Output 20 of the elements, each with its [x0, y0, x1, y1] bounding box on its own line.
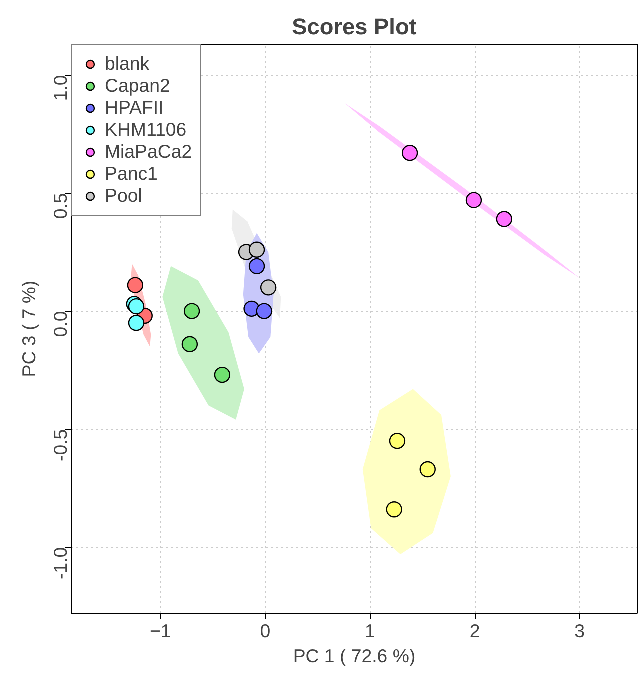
legend-label: HPAFII — [105, 97, 164, 119]
y-tick-label: -1.0 — [50, 547, 71, 580]
y-tick-label: 0.5 — [50, 193, 71, 220]
legend-label: KHM1106 — [105, 119, 187, 141]
chart-title: Scores Plot — [292, 14, 418, 40]
x-tick-label: 1 — [365, 620, 376, 642]
legend-label: Panc1 — [105, 163, 158, 185]
legend-label: Pool — [105, 185, 142, 207]
y-tick-label: 0.0 — [50, 311, 71, 338]
x-axis-title: PC 1 ( 72.6 %) — [293, 646, 416, 666]
legend-label: blank — [105, 53, 150, 75]
y-tick-label: -0.5 — [50, 429, 71, 462]
legend-label: MiaPaCa2 — [105, 141, 192, 163]
x-tick-label: 3 — [574, 620, 586, 642]
y-tick-label: 1.0 — [50, 75, 71, 102]
x-tick-label: −1 — [150, 620, 172, 642]
legend-label: Capan2 — [105, 75, 170, 97]
y-axis-title: PC 3 ( 7 %) — [18, 280, 40, 378]
x-tick-label: 2 — [470, 620, 480, 642]
x-tick-label: 0 — [260, 620, 271, 642]
